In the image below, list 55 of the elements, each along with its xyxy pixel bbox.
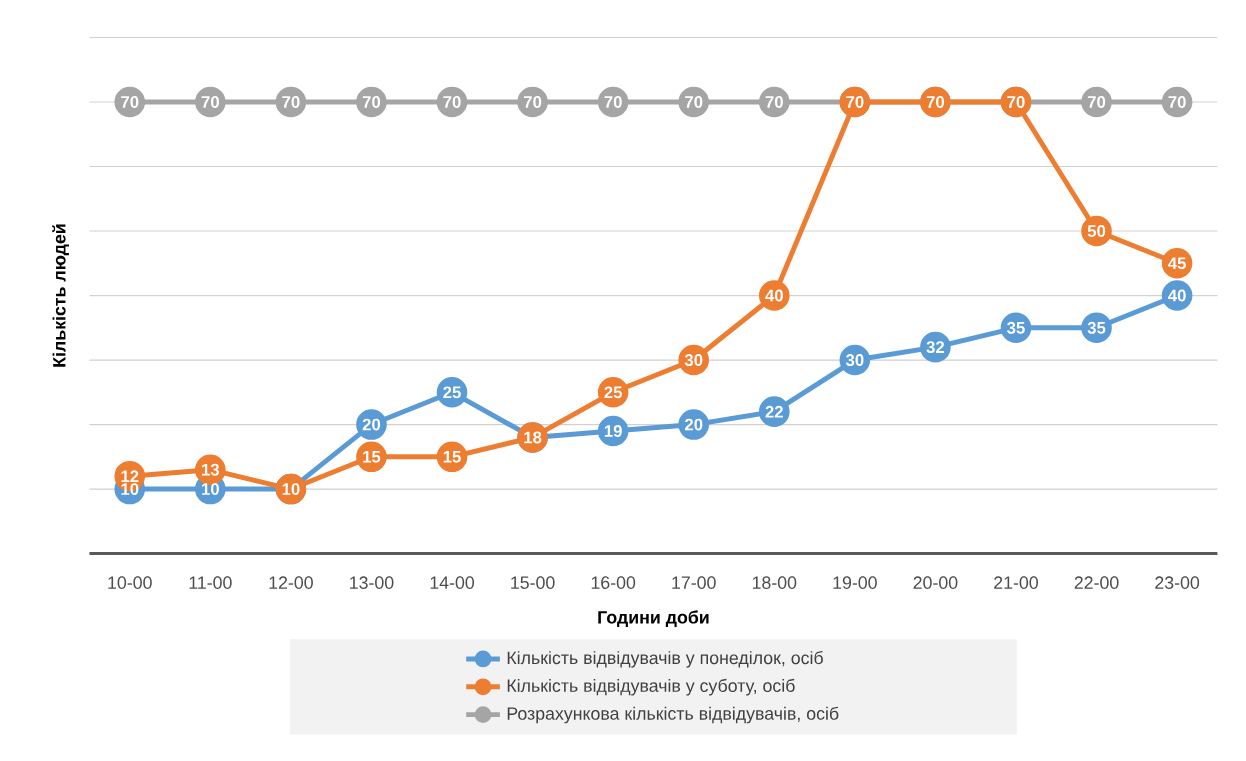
x-tick-label: 17-00 xyxy=(672,576,716,590)
data-label: 22 xyxy=(765,405,783,418)
data-label: 70 xyxy=(1168,96,1186,109)
data-label: 70 xyxy=(1087,96,1106,109)
data-label: 70 xyxy=(926,96,945,109)
x-tick-label: 10-00 xyxy=(108,576,152,590)
x-tick-label: 20-00 xyxy=(913,576,958,590)
x-tick-label: 12-00 xyxy=(269,576,313,590)
x-tick-label: 21-00 xyxy=(994,576,1038,590)
data-label: 32 xyxy=(926,341,945,354)
data-label: 25 xyxy=(604,386,622,399)
x-axis-title: Години доби xyxy=(598,610,709,628)
data-label: 25 xyxy=(443,386,461,399)
data-label: 50 xyxy=(1087,225,1106,238)
data-label: 70 xyxy=(685,96,703,109)
data-label: 12 xyxy=(121,470,139,483)
data-label: 70 xyxy=(443,96,461,109)
data-label: 70 xyxy=(604,96,622,109)
data-label: 20 xyxy=(684,418,703,431)
data-label: 30 xyxy=(845,354,864,367)
x-tick-label: 16-00 xyxy=(591,576,636,590)
legend-label: Розрахункова кількість відвідувачів, осіб xyxy=(507,706,839,724)
data-label: 13 xyxy=(202,463,220,476)
data-label: 45 xyxy=(1168,257,1186,270)
x-tick-label: 23-00 xyxy=(1155,576,1200,590)
legend-label: Кількість відвідувачів у суботу, осіб xyxy=(507,678,795,696)
data-label: 40 xyxy=(765,289,783,302)
data-label: 70 xyxy=(523,96,542,109)
data-label: 19 xyxy=(604,425,622,438)
data-label: 10 xyxy=(202,483,219,496)
data-label: 20 xyxy=(362,418,381,431)
data-label: 35 xyxy=(1087,321,1106,334)
legend-label: Кількість відвідувачів у понеділок, осіб xyxy=(507,651,823,668)
x-tick-label: 11-00 xyxy=(189,576,232,590)
data-label: 10 xyxy=(282,483,300,496)
data-label: 70 xyxy=(1007,96,1025,109)
x-tick-label: 19-00 xyxy=(833,576,877,590)
x-tick-label: 13-00 xyxy=(350,576,394,590)
x-tick-label: 22-00 xyxy=(1074,576,1119,590)
data-label: 40 xyxy=(1168,289,1186,302)
data-label: 15 xyxy=(363,451,381,463)
data-label: 70 xyxy=(282,96,300,109)
x-tick-label: 18-00 xyxy=(752,576,797,590)
data-label: 70 xyxy=(121,96,139,109)
data-label: 70 xyxy=(201,96,219,109)
data-label: 70 xyxy=(765,96,783,109)
data-label: 70 xyxy=(846,96,864,109)
data-label: 15 xyxy=(443,451,461,463)
data-label: 70 xyxy=(362,96,381,109)
x-tick-label: 14-00 xyxy=(430,576,475,590)
x-tick-label: 15-00 xyxy=(511,576,555,590)
data-label: 18 xyxy=(524,431,542,444)
y-axis-title: Кількість людей xyxy=(52,224,69,367)
data-label: 30 xyxy=(684,354,703,367)
data-label: 35 xyxy=(1007,321,1025,334)
